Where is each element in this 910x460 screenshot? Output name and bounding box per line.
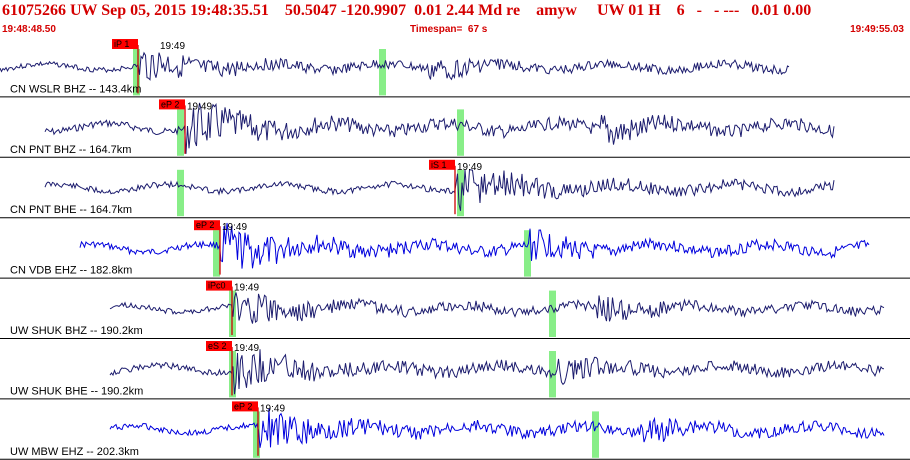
pick-label-box[interactable] bbox=[159, 99, 185, 110]
window-marker bbox=[133, 49, 140, 96]
pick-label-box[interactable] bbox=[206, 341, 232, 351]
window-marker bbox=[549, 290, 556, 337]
start-time: 19:48:48.50 bbox=[2, 24, 56, 35]
window-marker bbox=[379, 49, 386, 96]
pick-label: iPc0 bbox=[208, 281, 226, 291]
station-label: CN PNT BHE -- 164.7km bbox=[10, 204, 132, 216]
pick-label: iS 1 bbox=[431, 160, 447, 170]
station-label: UW SHUK BHZ -- 190.2km bbox=[10, 325, 143, 337]
waveform bbox=[109, 292, 885, 324]
window-marker bbox=[524, 230, 531, 277]
pick-label: eP 2 bbox=[196, 220, 214, 230]
station-label: CN PNT BHZ -- 164.7km bbox=[10, 144, 131, 156]
pick-label-box[interactable] bbox=[112, 39, 138, 49]
end-time: 19:49:55.03 bbox=[850, 24, 904, 35]
pick-label-box[interactable] bbox=[232, 401, 258, 412]
station-label: CN VDB EHZ -- 182.8km bbox=[10, 265, 132, 277]
pick-label: iP 1 bbox=[114, 39, 129, 49]
station-label: CN WSLR BHZ -- 143.4km bbox=[10, 83, 141, 95]
pick-label: eP 2 bbox=[161, 99, 179, 109]
event-title: 61075266 UW Sep 05, 2015 19:48:35.51 50.… bbox=[2, 2, 812, 19]
time-label: 19:49 bbox=[234, 283, 259, 294]
window-marker bbox=[253, 411, 260, 458]
pick-label: eP 2 bbox=[234, 401, 252, 411]
time-label: 19:49 bbox=[160, 41, 185, 52]
trace-canvas[interactable]: iP 1 19:49 CN WSLR BHZ -- 143.4km eP 2 19:49… bbox=[0, 37, 910, 460]
window-marker bbox=[177, 169, 184, 217]
pick-label-box[interactable] bbox=[206, 280, 232, 291]
waveform bbox=[109, 408, 885, 448]
waveform bbox=[44, 169, 835, 211]
trace-row[interactable]: eP 2 19:49 CN VDB EHZ -- 182.8km bbox=[0, 220, 910, 279]
timespan-label: Timespan= 67 s bbox=[410, 24, 488, 35]
waveform bbox=[79, 222, 870, 269]
window-marker bbox=[592, 411, 599, 458]
waveform bbox=[109, 349, 885, 395]
waveform bbox=[0, 51, 790, 81]
time-label: 19:49 bbox=[260, 403, 285, 414]
waveform bbox=[44, 102, 835, 154]
time-label: 19:49 bbox=[457, 162, 482, 173]
station-label: UW MBW EHZ -- 202.3km bbox=[10, 446, 139, 458]
trace-row[interactable]: iP 1 19:49 CN WSLR BHZ -- 143.4km bbox=[0, 39, 910, 98]
trace-row[interactable]: eS 2 19:49 UW SHUK BHE -- 190.2km bbox=[0, 341, 910, 400]
window-marker bbox=[457, 109, 464, 156]
trace-row[interactable]: eP 2 19:49 CN PNT BHZ -- 164.7km bbox=[0, 99, 910, 158]
window-marker bbox=[213, 230, 220, 277]
seismogram-panel[interactable]: iP 1 19:49 CN WSLR BHZ -- 143.4km eP 2 19:49… bbox=[0, 37, 910, 460]
window-marker bbox=[457, 169, 464, 217]
trace-row[interactable]: eP 2 19:49 UW MBW EHZ -- 202.3km bbox=[0, 401, 910, 460]
station-label: UW SHUK BHE -- 190.2km bbox=[10, 385, 143, 397]
time-label: 19:49 bbox=[187, 101, 212, 112]
time-label: 19:49 bbox=[234, 343, 259, 354]
pick-label-box[interactable] bbox=[429, 159, 455, 170]
trace-row[interactable]: iPc0 19:49 UW SHUK BHZ -- 190.2km bbox=[0, 280, 910, 339]
window-marker bbox=[177, 109, 184, 156]
pick-label-box[interactable] bbox=[194, 220, 220, 231]
trace-row[interactable]: iS 1 19:49 CN PNT BHE -- 164.7km bbox=[0, 159, 910, 219]
pick-label: eS 2 bbox=[208, 341, 227, 351]
event-header: 61075266 UW Sep 05, 2015 19:48:35.51 50.… bbox=[0, 0, 910, 35]
time-label: 19:49 bbox=[222, 222, 247, 233]
